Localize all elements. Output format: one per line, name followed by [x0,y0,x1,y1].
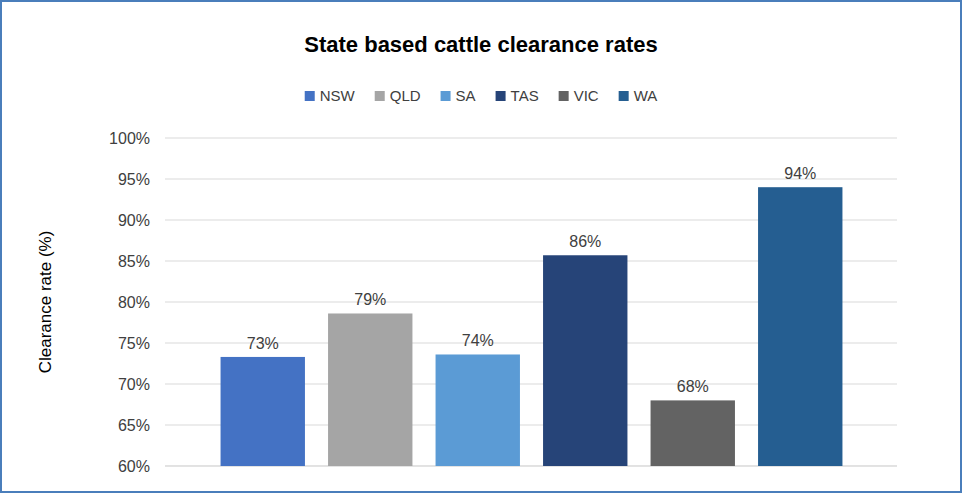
legend-swatch [619,91,629,101]
legend-swatch [305,91,315,101]
bar [221,357,305,466]
y-tick-label: 80% [118,294,150,311]
grid-line [165,138,897,139]
y-tick-label: 85% [118,253,150,270]
bars [221,187,843,466]
legend-label: WA [634,87,658,104]
legend-swatch [496,91,506,101]
y-tick-label: 90% [118,212,150,229]
legend-label: TAS [511,87,539,104]
frame [1,1,961,492]
bar [328,313,412,466]
bar [436,354,520,466]
y-tick-label: 70% [118,376,150,393]
data-label: 73% [247,335,279,352]
y-tick-label: 100% [109,130,150,147]
title: State based cattle clearance rates [304,32,657,57]
legend-label: SA [456,87,476,104]
y-tick-label: 60% [118,458,150,475]
data-label: 94% [784,165,816,182]
data-label: 74% [462,332,494,349]
bar [543,255,627,466]
data-label: 79% [354,291,386,308]
y-tick-label: 75% [118,335,150,352]
y-axis-label: Clearance rate (%) [36,231,55,374]
legend-label: QLD [390,87,421,104]
bar [651,400,735,466]
data-label: 86% [569,233,601,250]
legend-swatch [441,91,451,101]
data-label: 68% [677,378,709,395]
y-tick-label: 65% [118,417,150,434]
background [0,0,962,493]
legend-swatch [375,91,385,101]
legend-label: VIC [574,87,599,104]
chart: State based cattle clearance rates Cleara… [0,0,962,493]
legend-swatch [559,91,569,101]
legend-label: NSW [320,87,356,104]
y-tick-label: 95% [118,171,150,188]
legend: NSW QLD SA TAS VIC WA [305,87,658,104]
bar [758,187,842,466]
